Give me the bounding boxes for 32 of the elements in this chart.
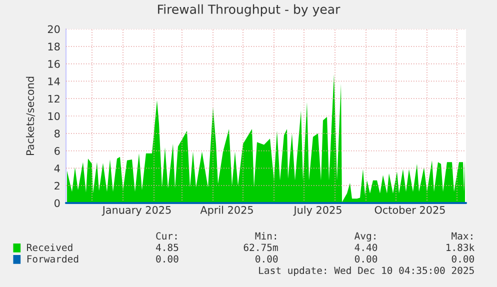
text: 0.00 [156,255,178,263]
text: Last update: Wed Dec 10 04:35:00 2025 [259,266,474,276]
text: 0.00 [354,255,378,263]
legend-label: Forwarded [27,255,78,263]
x-tick-label: July 2025 [293,206,342,216]
text: Avg: [354,232,376,242]
text: Max: [452,232,472,240]
text: 1.83k [446,244,474,252]
text: Min: [255,232,276,240]
y-tick-label: 8 [54,130,60,138]
text: 0.00 [452,255,474,263]
y-tick-label: 14 [48,78,60,86]
text: 4.85 [156,244,178,252]
y-axis-title: Packets/second [26,76,35,156]
x-tick-label: April 2025 [200,206,253,216]
x-tick-label: January 2025 [102,206,171,216]
text: 0.00 [256,255,278,263]
text: 62.75m [244,244,278,252]
y-tick-label: 20 [48,25,60,34]
y-tick-label: 12 [48,94,60,103]
x-tick-label: October 2025 [374,206,445,214]
y-tick-label: 6 [54,147,60,155]
y-tick-label: 10 [48,112,60,120]
text: Cur: [156,232,177,240]
y-tick-label: 16 [48,60,60,68]
y-tick-label: 0 [54,199,60,208]
legend-label: Received [27,244,72,252]
text: 4.40 [354,244,378,252]
y-tick-label: 18 [48,42,60,51]
y-tick-label: 2 [54,182,60,190]
chart-title: Firewall Throughput - by year [158,4,340,16]
y-tick-label: 4 [54,164,60,172]
